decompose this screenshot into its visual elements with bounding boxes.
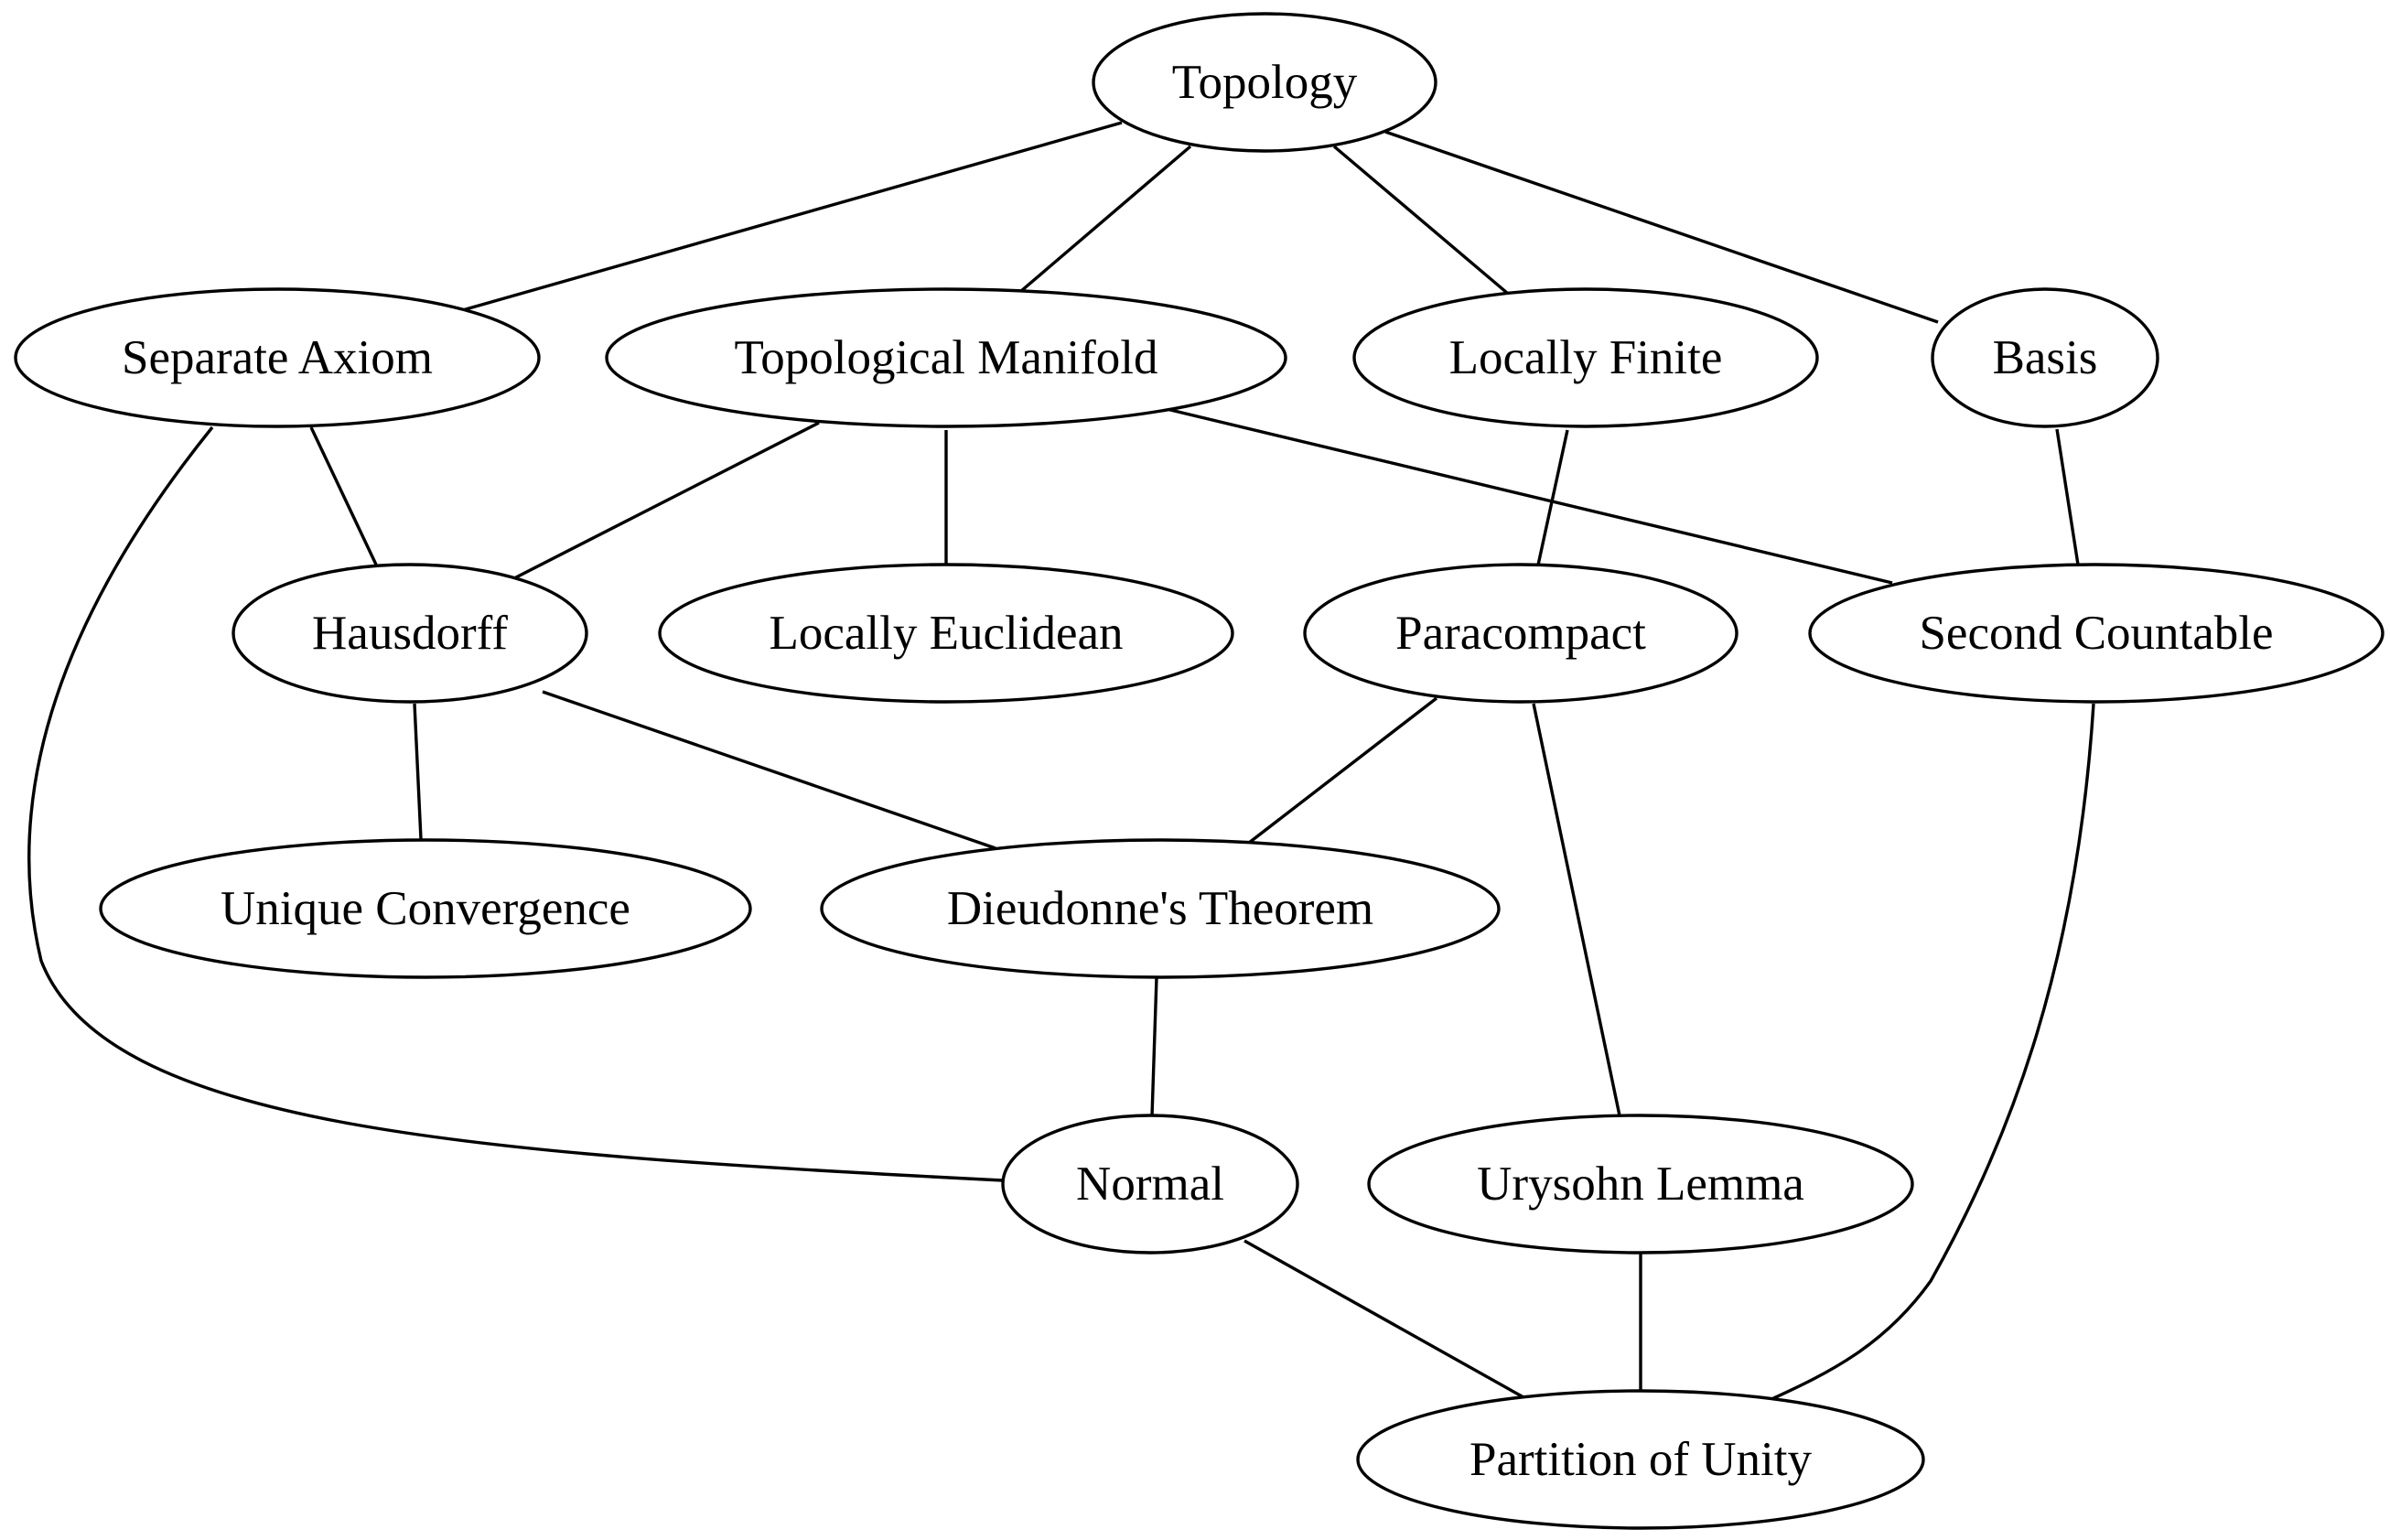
graph-edges [27,121,2095,1402]
node-topological-manifold[interactable]: Topological Manifold [605,287,1287,428]
edge-hausdorff-dieudonnes-theorem [542,690,996,850]
graph-nodes: Topology Separate Axiom Topological Mani… [14,12,2385,1530]
node-label-dieudonnes-theorem: Dieudonne's Theorem [947,882,1373,935]
edge-topology-topological-manifold [1019,145,1192,293]
node-partition-of-unity[interactable]: Partition of Unity [1356,1389,1925,1530]
edge-normal-partition-of-unity [1243,1239,1524,1399]
node-basis[interactable]: Basis [1931,287,2159,428]
edge-paracompact-dieudonnes-theorem [1247,696,1438,845]
node-label-locally-finite: Locally Finite [1449,331,1723,384]
edge-hausdorff-unique-convergence [413,703,423,840]
node-topology[interactable]: Topology [1092,12,1437,153]
node-locally-finite[interactable]: Locally Finite [1352,287,1819,428]
edge-topology-locally-finite [1332,145,1509,295]
node-unique-convergence[interactable]: Unique Convergence [99,838,752,979]
node-label-locally-euclidean: Locally Euclidean [769,607,1123,660]
node-label-topological-manifold: Topological Manifold [735,331,1158,384]
node-second-countable[interactable]: Second Countable [1808,563,2385,704]
node-separate-axiom[interactable]: Separate Axiom [14,287,541,428]
node-dieudonnes-theorem[interactable]: Dieudonne's Theorem [820,838,1501,979]
node-locally-euclidean[interactable]: Locally Euclidean [658,563,1234,704]
node-label-separate-axiom: Separate Axiom [122,331,433,384]
node-label-normal: Normal [1076,1158,1224,1211]
edge-topological-manifold-hausdorff [511,421,820,581]
node-label-second-countable: Second Countable [1919,607,2273,660]
node-label-unique-convergence: Unique Convergence [221,882,630,935]
edge-second-countable-partition-of-unity [1769,703,2095,1402]
node-normal[interactable]: Normal [1001,1114,1299,1255]
node-hausdorff[interactable]: Hausdorff [231,563,588,704]
edge-separate-axiom-normal [27,425,1004,1182]
node-label-paracompact: Paracompact [1395,607,1646,660]
edge-basis-second-countable [2055,428,2080,565]
node-label-urysohn-lemma: Urysohn Lemma [1477,1158,1804,1211]
edge-paracompact-urysohn-lemma [1532,703,1622,1121]
edge-topological-manifold-second-countable [1166,407,1893,585]
node-label-partition-of-unity: Partition of Unity [1470,1433,1812,1486]
edge-separate-axiom-hausdorff [309,426,378,565]
node-urysohn-lemma[interactable]: Urysohn Lemma [1367,1114,1914,1255]
node-label-basis: Basis [1993,331,2098,384]
node-label-topology: Topology [1172,56,1358,109]
edge-topology-basis [1384,130,1939,324]
node-paracompact[interactable]: Paracompact [1303,563,1739,704]
node-label-hausdorff: Hausdorff [312,607,508,660]
edge-topology-separate-axiom [458,121,1123,313]
edge-dieudonnes-theorem-normal [1150,976,1158,1117]
edge-locally-finite-paracompact [1535,429,1569,570]
